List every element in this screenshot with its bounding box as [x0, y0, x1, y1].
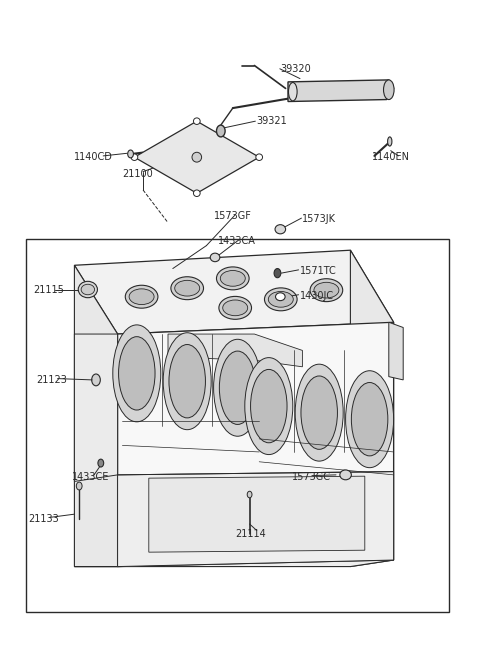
Bar	[26, 239, 449, 612]
Text: 1140CD: 1140CD	[74, 152, 113, 162]
Text: 1573JK: 1573JK	[302, 214, 336, 225]
Polygon shape	[74, 334, 118, 481]
Ellipse shape	[301, 376, 337, 449]
Text: 1433CA: 1433CA	[218, 236, 256, 246]
Ellipse shape	[129, 289, 154, 305]
Text: 39321: 39321	[257, 116, 288, 126]
Polygon shape	[389, 322, 403, 380]
Ellipse shape	[175, 280, 200, 296]
Text: 1573GF: 1573GF	[214, 211, 252, 221]
Ellipse shape	[288, 83, 297, 101]
Ellipse shape	[193, 118, 200, 124]
Ellipse shape	[192, 152, 202, 162]
Ellipse shape	[131, 154, 138, 160]
Text: 21123: 21123	[36, 375, 67, 385]
Ellipse shape	[171, 276, 204, 299]
Text: 1430JC: 1430JC	[300, 291, 334, 301]
Text: 21114: 21114	[235, 529, 266, 539]
Ellipse shape	[216, 267, 249, 290]
Polygon shape	[74, 560, 394, 567]
Ellipse shape	[163, 333, 211, 430]
Ellipse shape	[275, 225, 286, 234]
Ellipse shape	[310, 278, 343, 301]
Ellipse shape	[113, 325, 161, 422]
Ellipse shape	[210, 253, 220, 262]
Ellipse shape	[251, 369, 287, 443]
Ellipse shape	[223, 300, 248, 316]
Ellipse shape	[340, 470, 351, 479]
Ellipse shape	[76, 482, 82, 490]
Ellipse shape	[125, 286, 158, 308]
Polygon shape	[134, 121, 259, 193]
Ellipse shape	[276, 293, 285, 301]
Ellipse shape	[219, 296, 252, 320]
Ellipse shape	[245, 358, 293, 455]
Polygon shape	[149, 476, 365, 552]
Ellipse shape	[214, 339, 262, 436]
Polygon shape	[74, 250, 394, 334]
Text: 1571TC: 1571TC	[300, 265, 337, 276]
Text: 1140EN: 1140EN	[372, 152, 410, 162]
Ellipse shape	[92, 374, 100, 386]
Ellipse shape	[219, 351, 256, 424]
Polygon shape	[168, 334, 302, 367]
Ellipse shape	[128, 150, 133, 158]
Ellipse shape	[78, 282, 97, 297]
Polygon shape	[350, 250, 394, 567]
Polygon shape	[288, 80, 394, 102]
Ellipse shape	[351, 383, 388, 456]
Text: 1433CE: 1433CE	[72, 472, 109, 482]
Ellipse shape	[268, 291, 293, 307]
Text: 21133: 21133	[28, 514, 59, 524]
Polygon shape	[118, 472, 394, 567]
Ellipse shape	[216, 125, 225, 137]
Ellipse shape	[247, 491, 252, 498]
Ellipse shape	[295, 364, 343, 461]
Ellipse shape	[119, 337, 155, 410]
Ellipse shape	[274, 269, 281, 278]
Polygon shape	[74, 265, 118, 567]
Ellipse shape	[98, 459, 104, 467]
Text: 1573GC: 1573GC	[292, 472, 331, 482]
Text: 39320: 39320	[281, 64, 312, 74]
Ellipse shape	[384, 80, 394, 100]
Ellipse shape	[256, 154, 263, 160]
Ellipse shape	[314, 282, 339, 298]
Ellipse shape	[264, 288, 297, 310]
Ellipse shape	[388, 137, 392, 146]
Text: 21115: 21115	[34, 284, 64, 295]
Ellipse shape	[346, 371, 394, 468]
Text: 21100: 21100	[122, 168, 153, 179]
Ellipse shape	[220, 271, 245, 286]
Ellipse shape	[193, 190, 200, 196]
Ellipse shape	[81, 284, 95, 295]
Polygon shape	[118, 322, 394, 567]
Ellipse shape	[169, 345, 205, 418]
